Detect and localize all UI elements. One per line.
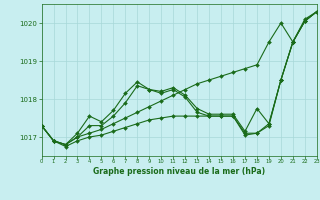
X-axis label: Graphe pression niveau de la mer (hPa): Graphe pression niveau de la mer (hPa) — [93, 167, 265, 176]
